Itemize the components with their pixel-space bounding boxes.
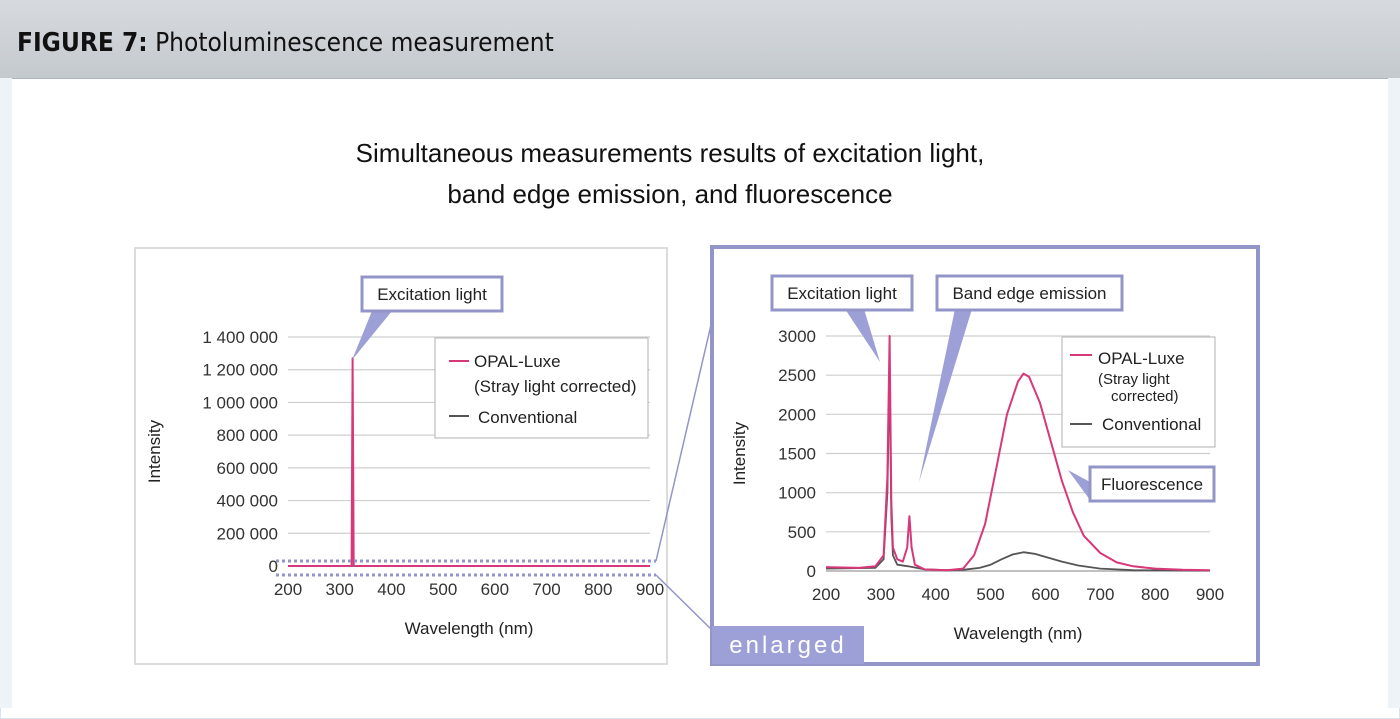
x-tick-label: 700 (1086, 585, 1114, 604)
y-tick-label: 1500 (778, 445, 816, 464)
x-axis-title: Wavelength (nm) (954, 624, 1083, 643)
x-tick-label: 400 (922, 585, 950, 604)
zoom-connector-top (655, 311, 715, 562)
left-strip (0, 78, 12, 708)
y-tick-label: 3000 (778, 327, 816, 346)
figure-caption: FIGURE 7: Photoluminescence measurement (17, 28, 554, 58)
y-tick-label: 0 (269, 557, 278, 576)
callout-excitation-light-box (360, 275, 504, 313)
legend-note-opal-luxe: (Stray light (1098, 371, 1171, 388)
x-tick-label: 500 (976, 585, 1004, 604)
callout-excitation-light-text: Excitation light (787, 284, 897, 303)
y-axis-title: Intensity (145, 419, 164, 483)
y-tick-label: 2000 (778, 405, 816, 424)
callout-pointer (1068, 470, 1090, 500)
chart-2-frame (710, 245, 1260, 666)
legend: OPAL-Luxe (Stray light corrected) Conventi… (434, 337, 649, 439)
enlarged-tag-text: enlarged (729, 632, 846, 659)
x-tick-label: 500 (429, 580, 457, 599)
x-tick-label: 600 (481, 580, 509, 599)
y-tick-label: 400 000 (217, 492, 278, 511)
right-strip (1388, 78, 1400, 708)
x-tick-label: 400 (377, 580, 405, 599)
x-tick-label: 700 (532, 580, 560, 599)
x-tick-label: 200 (812, 585, 840, 604)
chart-1-frame (134, 247, 668, 665)
callout-excitation-light-text: Excitation light (377, 285, 487, 304)
figure-header: FIGURE 7: Photoluminescence measurement (0, 0, 1400, 79)
x-tick-label: 800 (584, 580, 612, 599)
legend-box (434, 337, 649, 439)
chart-1: 0 200 000 400 000 600 000 800 000 1 000 000 1 … (145, 275, 664, 638)
callout-pointer (919, 309, 972, 482)
y-tick-label: 1 000 000 (202, 393, 278, 412)
y-tick-label: 1000 (778, 484, 816, 503)
x-axis-title: Wavelength (nm) (405, 619, 534, 638)
y-tick-label: 1 200 000 (202, 361, 278, 380)
y-tick-label: 200 000 (217, 524, 278, 543)
zoom-connector-bottom (655, 574, 715, 633)
callout-band-edge-emission-text: Band edge emission (952, 284, 1106, 303)
callout-fluorescence: Fluorescence (1088, 465, 1216, 503)
legend-label-conventional: Conventional (1102, 415, 1201, 434)
legend-label-opal-luxe: OPAL-Luxe (474, 352, 561, 371)
callout-pointer (352, 311, 392, 360)
x-tick-label: 800 (1141, 585, 1169, 604)
legend-label-conventional: Conventional (478, 408, 577, 427)
y-axis-title: Intensity (730, 421, 749, 485)
callout-pointer (845, 309, 880, 362)
callout-excitation-light-box (770, 274, 914, 312)
x-tick-label: 300 (867, 585, 895, 604)
chart-title-line-2: band edge emission, and fluorescence (447, 179, 893, 209)
y-tick-label: 0 (807, 562, 816, 581)
y-tick-label: 600 000 (217, 459, 278, 478)
x-tick-label: 200 (274, 580, 302, 599)
callout-band-edge-emission-box (935, 274, 1124, 312)
callout-fluorescence-box (1088, 465, 1216, 503)
legend-note-opal-luxe: (Stray light corrected) (474, 377, 637, 396)
callout-excitation-light: Excitation light (770, 274, 914, 312)
y-tick-label: 800 000 (217, 426, 278, 445)
series-line-opal-luxe (825, 335, 1211, 572)
callout-band-edge-emission: Band edge emission (935, 274, 1124, 312)
legend-label-opal-luxe: OPAL-Luxe (1098, 349, 1185, 368)
chart-title-line-1: Simultaneous measurements results of exc… (355, 138, 985, 168)
x-tick-label: 900 (1196, 585, 1224, 604)
chart-2: 0 500 1000 1500 2000 2500 3000 200 300 400 500 600 7… (712, 274, 1224, 664)
figure-caption-text: Photoluminescence measurement (155, 28, 554, 58)
x-tick-label: 900 (636, 580, 664, 599)
legend-note-opal-luxe: corrected) (1111, 388, 1179, 405)
series-line-opal-luxe (288, 357, 650, 567)
enlarged-tag-bg (712, 626, 864, 664)
y-tick-label: 500 (788, 523, 816, 542)
callout-excitation-light: Excitation light (360, 275, 504, 313)
y-tick-label: 1 400 000 (202, 328, 278, 347)
callout-fluorescence-text: Fluorescence (1101, 475, 1203, 494)
figure-label: FIGURE 7: (17, 28, 148, 58)
chart-title: Simultaneous measurements results of exc… (260, 133, 1080, 215)
y-tick-label: 2500 (778, 366, 816, 385)
x-tick-label: 600 (1031, 585, 1059, 604)
x-tick-label: 300 (326, 580, 354, 599)
